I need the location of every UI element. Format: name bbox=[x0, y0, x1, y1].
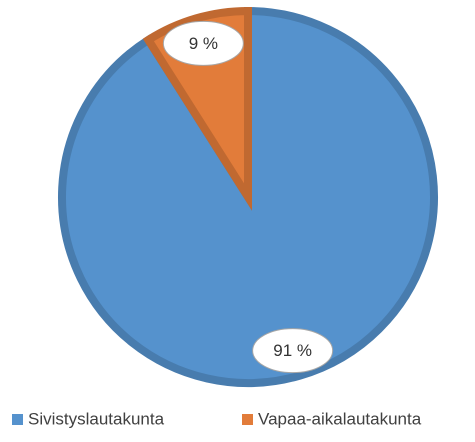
data-label: 9 % bbox=[189, 34, 218, 53]
legend-swatch bbox=[242, 414, 253, 425]
legend-label: Vapaa-aikalautakunta bbox=[258, 409, 422, 428]
data-label-bg bbox=[162, 20, 244, 66]
legend-swatch bbox=[12, 414, 23, 425]
legend-label: Sivistyslautakunta bbox=[28, 409, 165, 428]
data-label: 91 % bbox=[273, 341, 312, 360]
data-label-bg bbox=[252, 328, 334, 374]
